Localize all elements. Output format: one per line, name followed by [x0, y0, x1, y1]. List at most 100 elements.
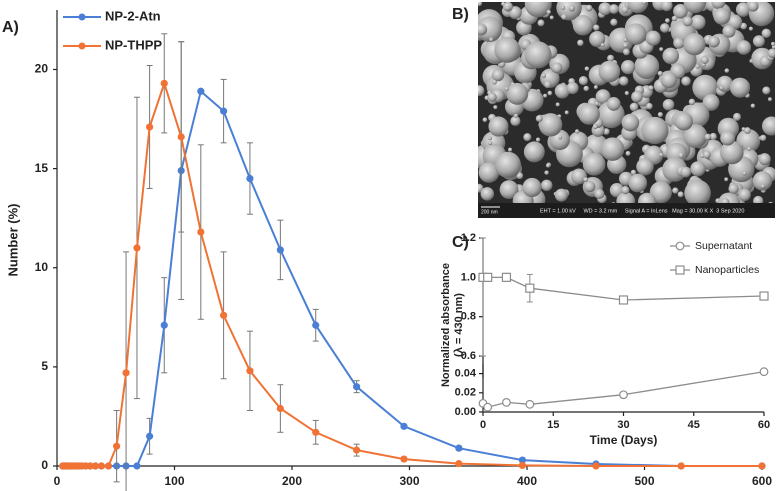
sem-info-bar: [478, 203, 775, 218]
series-line: [482, 371, 765, 408]
sem-particle: [662, 47, 680, 65]
sem-particle: [724, 68, 730, 73]
marker: [483, 402, 493, 412]
sem-particle: [673, 37, 685, 49]
sem-particle: [583, 177, 589, 183]
sem-particle: [742, 171, 747, 176]
sem-particle: [544, 170, 549, 175]
sem-particle: [593, 85, 598, 90]
sem-particle: [659, 47, 664, 52]
x-tick-label: 0: [54, 474, 61, 488]
sem-particle: [735, 2, 751, 17]
sem-particle: [524, 2, 552, 18]
marker: [133, 244, 141, 252]
sem-particle: [598, 60, 621, 83]
sem-particle: [677, 152, 684, 159]
marker: [525, 399, 535, 409]
marker: [104, 462, 113, 470]
marker: [133, 462, 141, 470]
sem-particle: [589, 31, 606, 48]
sem-particle: [762, 86, 771, 95]
sem-particle: [642, 2, 647, 5]
sem-particle: [624, 23, 647, 45]
marker: [160, 321, 168, 329]
x-axis-label: Time (Days): [590, 433, 658, 447]
sem-particle: [568, 5, 576, 12]
sem-particle: [566, 82, 579, 95]
sem-particle: [583, 180, 596, 193]
scale-bar-label: 200 nm: [481, 209, 498, 215]
marker: [619, 390, 628, 400]
marker: [113, 442, 121, 450]
sem-particle: [674, 112, 693, 131]
sem-particle: [662, 98, 675, 111]
y-tick-label: 10: [35, 260, 49, 274]
sem-particle: [646, 102, 653, 110]
marker: [400, 455, 408, 463]
sem-particle: [510, 115, 521, 127]
sem-particle: [537, 19, 545, 27]
sem-particle: [732, 112, 742, 121]
sem-particle: [711, 2, 726, 10]
sem-particle: [577, 39, 584, 47]
sem-particle: [631, 90, 643, 103]
sem-particle: [747, 146, 752, 151]
sem-particle: [758, 153, 771, 166]
sem-image: 200 nm EHT = 1.00 kV WD = 3.2 mm Signal A…: [478, 2, 775, 218]
sem-particle: [606, 97, 621, 111]
sem-particle: [478, 162, 500, 183]
sem-particle: [695, 64, 700, 69]
sem-particle: [494, 151, 521, 178]
sem-particle: [535, 137, 541, 142]
marker: [312, 428, 320, 436]
sem-particle: [720, 130, 736, 146]
marker: [400, 422, 408, 430]
marker: [759, 291, 769, 301]
sem-particle: [621, 5, 629, 14]
legend-marker: [78, 13, 86, 21]
marker: [276, 404, 284, 413]
y-tick-label: 0.02: [455, 387, 476, 399]
sem-particle: [728, 183, 739, 194]
sem-particle: [761, 184, 766, 189]
sem-particle: [660, 23, 670, 33]
sem-particle: [688, 98, 696, 106]
sem-particle: [584, 66, 590, 71]
sem-particle: [487, 92, 497, 102]
sem-particle: [618, 76, 629, 86]
sem-particle: [648, 85, 654, 91]
sem-particle: [478, 85, 485, 97]
sem-particle: [583, 85, 589, 92]
sem-particle: [622, 48, 630, 56]
sem-particle: [585, 4, 593, 12]
sem-particle: [657, 111, 663, 118]
y-tick-label: 0: [41, 458, 48, 472]
sem-particle: [506, 82, 529, 105]
sem-particle: [494, 37, 521, 63]
sem-particle: [681, 76, 691, 86]
error-bar: [480, 237, 486, 357]
marker: [160, 79, 168, 87]
sem-particle: [516, 172, 524, 180]
marker: [146, 123, 154, 131]
sem-particle: [680, 166, 692, 178]
marker: [246, 174, 254, 183]
sem-particle: [608, 4, 619, 14]
sem-particle: [747, 2, 759, 12]
sem-particle: [621, 186, 630, 195]
sem-particle: [762, 116, 775, 136]
y-tick-label: 1.2: [461, 232, 476, 244]
x-tick-label: 400: [517, 474, 537, 488]
sem-particle: [523, 133, 532, 142]
x-tick-label: 0: [480, 419, 486, 431]
sem-particle: [622, 42, 629, 48]
marker: [483, 272, 493, 282]
sem-particle: [738, 188, 751, 202]
sem-particle: [554, 83, 570, 99]
marker: [759, 367, 769, 377]
marker: [312, 321, 320, 329]
panel-label: B): [452, 6, 469, 23]
sem-particle: [771, 41, 775, 46]
marker: [220, 311, 228, 319]
sem-particle: [535, 115, 543, 122]
